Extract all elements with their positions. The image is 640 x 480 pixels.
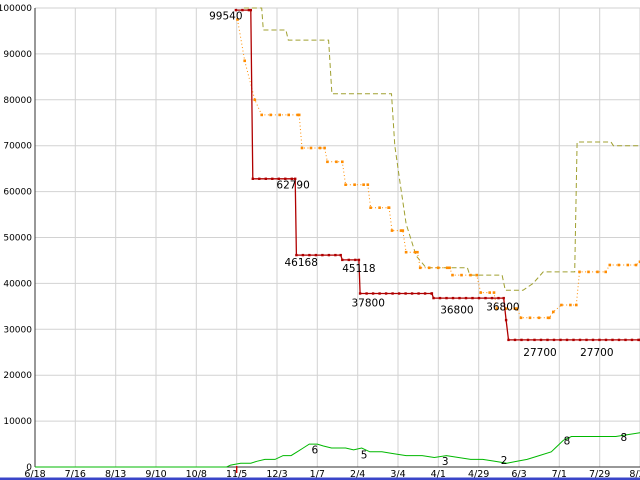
- svg-text:4/29: 4/29: [468, 469, 489, 480]
- svg-text:8/26: 8/26: [629, 469, 640, 480]
- svg-text:2/4: 2/4: [350, 469, 365, 480]
- svg-text:99540: 99540: [209, 10, 242, 22]
- svg-text:8: 8: [621, 432, 628, 444]
- svg-text:8/13: 8/13: [105, 469, 126, 480]
- svg-text:10000: 10000: [3, 417, 32, 427]
- svg-text:7/16: 7/16: [65, 469, 86, 480]
- svg-text:0: 0: [26, 463, 32, 473]
- svg-text:20000: 20000: [3, 371, 32, 381]
- svg-text:9/10: 9/10: [145, 469, 166, 480]
- svg-text:27700: 27700: [523, 347, 556, 359]
- svg-text:36800: 36800: [440, 305, 473, 317]
- svg-text:1/7: 1/7: [310, 469, 325, 480]
- bottom-divider: [0, 477, 640, 480]
- svg-text:3: 3: [442, 456, 449, 468]
- svg-text:40000: 40000: [3, 279, 32, 289]
- svg-text:7/29: 7/29: [589, 469, 610, 480]
- svg-text:30000: 30000: [3, 325, 32, 335]
- svg-text:6/18: 6/18: [24, 469, 45, 480]
- svg-text:10/8: 10/8: [186, 469, 207, 480]
- svg-text:6/3: 6/3: [511, 469, 526, 480]
- svg-text:11/5: 11/5: [226, 469, 247, 480]
- svg-text:2: 2: [501, 455, 508, 467]
- svg-text:37800: 37800: [351, 298, 384, 310]
- svg-text:27700: 27700: [580, 347, 613, 359]
- svg-text:50000: 50000: [3, 234, 32, 244]
- x-axis-labels: 6/18 7/16 8/13 9/10 10/8 11/5 12/3 1/7 2/4 3/4 4/1…: [24, 469, 640, 480]
- svg-text:60000: 60000: [3, 188, 32, 198]
- svg-text:46168: 46168: [284, 257, 317, 269]
- y-axis-labels: 0 10000 20000 30000 40000 50000 60000 70000 8000…: [0, 4, 32, 473]
- svg-text:3/4: 3/4: [390, 469, 405, 480]
- svg-text:6: 6: [312, 445, 319, 457]
- svg-text:12/3: 12/3: [266, 469, 287, 480]
- series-used-price-orange-dotted: [236, 18, 640, 320]
- svg-text:5: 5: [361, 450, 368, 462]
- svg-text:7/1: 7/1: [552, 469, 567, 480]
- svg-text:100000: 100000: [0, 4, 32, 14]
- svg-text:80000: 80000: [3, 96, 32, 106]
- series-lowest-price-red-solid: [234, 8, 640, 342]
- series-highest-price-olive-dashed: [243, 7, 640, 291]
- svg-text:70000: 70000: [3, 142, 32, 152]
- series-stock-count-green: [35, 432, 640, 468]
- svg-text:8: 8: [564, 435, 571, 447]
- svg-text:90000: 90000: [3, 50, 32, 60]
- svg-text:62790: 62790: [276, 180, 309, 192]
- svg-text:36800: 36800: [486, 301, 519, 313]
- svg-text:45118: 45118: [342, 263, 375, 275]
- annotations: 99540 62790 46168 45118 37800 36800 36800 27700…: [209, 10, 627, 468]
- svg-text:4/1: 4/1: [431, 469, 446, 480]
